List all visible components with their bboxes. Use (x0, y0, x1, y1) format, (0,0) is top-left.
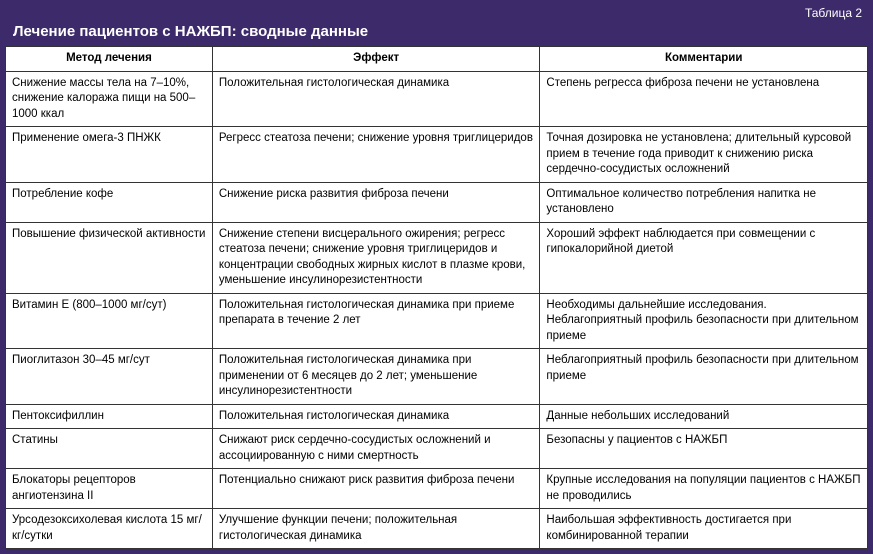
cell-method: Витамин Е (800–1000 мг/сут) (6, 293, 213, 349)
cell-effect: Потенциально снижают риск развития фибро… (212, 469, 540, 509)
cell-effect: Положительная гистологическая динамика (212, 404, 540, 429)
table-row: Блокаторы рецепторов ангиотензина II Пот… (6, 469, 868, 509)
cell-comment: Безопасны у пациентов с НАЖБП (540, 429, 868, 469)
cell-effect: Снижение степени висцерального ожирения;… (212, 222, 540, 293)
col-header-method: Метод лечения (6, 47, 213, 72)
cell-method: Пиоглитазон 30–45 мг/сут (6, 349, 213, 405)
cell-method: Применение омега-3 ПНЖК (6, 127, 213, 183)
cell-method: Статины (6, 429, 213, 469)
cell-method: Потребление кофе (6, 182, 213, 222)
cell-comment: Степень регресса фиброза печени не устан… (540, 71, 868, 127)
col-header-comment: Комментарии (540, 47, 868, 72)
table-row: Потребление кофе Снижение риска развития… (6, 182, 868, 222)
cell-comment: Данные небольших исследований (540, 404, 868, 429)
table-row: Витамин Е (800–1000 мг/сут) Положительна… (6, 293, 868, 349)
cell-comment: Наибольшая эффективность достигается при… (540, 509, 868, 549)
cell-effect: Положительная гистологическая динамика (212, 71, 540, 127)
cell-comment: Оптимальное количество потребления напит… (540, 182, 868, 222)
cell-comment: Точная дозировка не установлена; длитель… (540, 127, 868, 183)
cell-effect: Положительная гистологическая динамика п… (212, 293, 540, 349)
cell-method: Повышение физической активности (6, 222, 213, 293)
cell-comment: Неблагоприятный профиль безопасности при… (540, 349, 868, 405)
table-row: Пиоглитазон 30–45 мг/сут Положительная г… (6, 349, 868, 405)
treatment-table: Метод лечения Эффект Комментарии Снижени… (5, 46, 868, 549)
cell-effect: Снижают риск сердечно-сосудистых осложне… (212, 429, 540, 469)
cell-method: Снижение массы тела на 7–10%, снижение к… (6, 71, 213, 127)
table-number-label: Таблица 2 (5, 4, 868, 23)
cell-effect: Регресс стеатоза печени; снижение уровня… (212, 127, 540, 183)
cell-method: Пентоксифиллин (6, 404, 213, 429)
cell-comment: Крупные исследования на популяции пациен… (540, 469, 868, 509)
table-row: Урсодезоксихолевая кислота 15 мг/кг/сутк… (6, 509, 868, 549)
table-title: Лечение пациентов с НАЖБП: сводные данны… (5, 23, 868, 46)
table-row: Применение омега-3 ПНЖК Регресс стеатоза… (6, 127, 868, 183)
table-row: Повышение физической активности Снижение… (6, 222, 868, 293)
table-header-row: Метод лечения Эффект Комментарии (6, 47, 868, 72)
table-row: Статины Снижают риск сердечно-сосудистых… (6, 429, 868, 469)
cell-effect: Снижение риска развития фиброза печени (212, 182, 540, 222)
col-header-effect: Эффект (212, 47, 540, 72)
cell-comment: Хороший эффект наблюдается при совмещени… (540, 222, 868, 293)
table-row: Снижение массы тела на 7–10%, снижение к… (6, 71, 868, 127)
cell-comment: Необходимы дальнейшие исследования. Небл… (540, 293, 868, 349)
table-row: Пентоксифиллин Положительная гистологиче… (6, 404, 868, 429)
cell-effect: Улучшение функции печени; положительная … (212, 509, 540, 549)
cell-method: Урсодезоксихолевая кислота 15 мг/кг/сутк… (6, 509, 213, 549)
cell-method: Блокаторы рецепторов ангиотензина II (6, 469, 213, 509)
cell-effect: Положительная гистологическая динамика п… (212, 349, 540, 405)
table-container: Таблица 2 Лечение пациентов с НАЖБП: сво… (0, 0, 873, 554)
